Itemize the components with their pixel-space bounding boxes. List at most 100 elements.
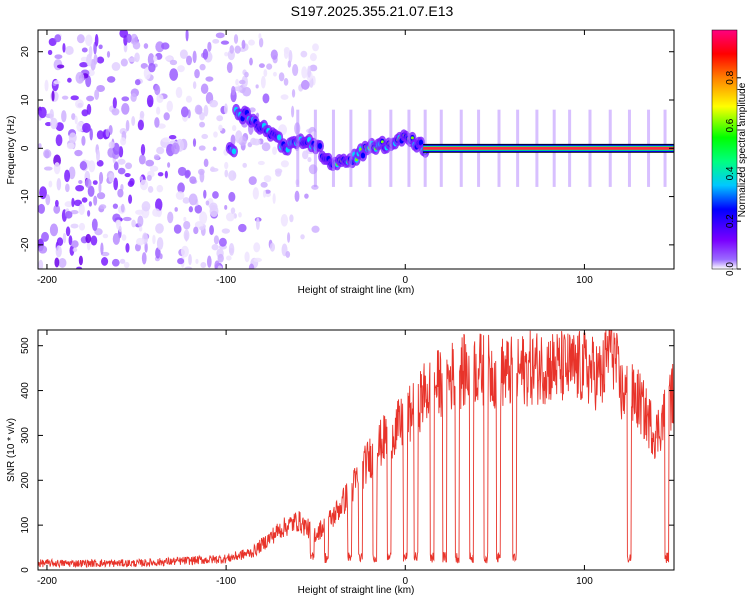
heatmap-cell (185, 95, 193, 103)
heatmap-cell (49, 109, 54, 121)
heatmap-cell (80, 56, 88, 62)
heatmap-cell (43, 166, 53, 171)
heatmap-cell (53, 162, 61, 175)
heatmap-cell (74, 115, 78, 125)
heatmap-cell (258, 63, 265, 68)
heatmap-cell (139, 176, 144, 181)
heatmap-cell (331, 109, 335, 187)
heatmap-cell (199, 63, 206, 71)
heatmap-cell (161, 42, 170, 50)
heatmap-cell (229, 45, 235, 54)
heatmap-cell (62, 232, 67, 244)
heatmap-cell (280, 160, 289, 168)
heatmap-cell (86, 95, 95, 102)
heatmap-cell (70, 95, 79, 101)
heatmap-cell (81, 135, 86, 146)
heatmap-cell (360, 152, 366, 159)
heatmap-cell (79, 161, 88, 171)
heatmap-cell (94, 89, 100, 100)
heatmap-cell (410, 136, 414, 140)
heatmap-cell (145, 159, 155, 167)
heatmap-cell (147, 53, 155, 66)
heatmap-cell (112, 232, 120, 245)
heatmap-cell (152, 208, 161, 217)
heatmap-cell (242, 162, 247, 168)
heatmap-cell (119, 258, 126, 264)
heatmap-cell (163, 112, 170, 121)
heatmap-cell (253, 257, 262, 263)
heatmap-cell (65, 226, 71, 237)
heatmap-cell (249, 107, 256, 113)
heatmap-cell (263, 175, 272, 183)
heatmap-cell (140, 144, 146, 156)
heatmap-cell (62, 42, 66, 53)
heatmap-cell (255, 217, 260, 230)
heatmap-cell (153, 154, 160, 160)
heatmap-cell (225, 212, 235, 222)
x-tick-label: 0 (402, 275, 408, 286)
heatmap-cell (44, 79, 49, 92)
heatmap-cell (192, 81, 197, 89)
heatmap-cell (53, 80, 61, 85)
heatmap-cell (194, 204, 203, 214)
heatmap-cell (252, 187, 259, 200)
heatmap-cell (54, 257, 60, 268)
heatmap-cell (117, 188, 124, 198)
heatmap-cell (175, 191, 185, 200)
heatmap-cell (177, 182, 185, 194)
heatmap-cell (228, 191, 236, 202)
heatmap-cell (407, 109, 411, 187)
heatmap-cell (56, 178, 62, 191)
heatmap-band-core (423, 146, 674, 150)
heatmap-cell (152, 234, 156, 245)
heatmap-cell (255, 84, 259, 89)
heatmap-cell (203, 158, 209, 168)
heatmap-cell (238, 212, 242, 218)
heatmap-cell (94, 34, 99, 47)
heatmap-cell (154, 117, 160, 128)
heatmap-cell (288, 50, 293, 63)
heatmap-cell (309, 53, 317, 62)
heatmap-cell (67, 77, 72, 83)
heatmap-cell (239, 79, 246, 85)
heatmap-cell (180, 106, 189, 118)
x-tick-label: -100 (216, 576, 236, 587)
heatmap-cell (266, 63, 273, 70)
heatmap-cell (101, 257, 109, 266)
heatmap-cell (285, 250, 291, 258)
heatmap-cell (184, 266, 193, 269)
heatmap-cell (73, 199, 83, 207)
heatmap-cell (200, 261, 207, 268)
heatmap-cell (111, 258, 120, 267)
heatmap-cell (75, 71, 85, 84)
heatmap-cell (112, 203, 118, 209)
heatmap-cell (260, 181, 268, 188)
heatmap-cell (182, 197, 190, 204)
heatmap-cell (156, 237, 164, 250)
heatmap-cell (418, 139, 424, 146)
heatmap-cell (269, 242, 276, 252)
heatmap-cell (228, 243, 235, 256)
heatmap-cell (81, 197, 88, 203)
y-tick-label: 20 (20, 46, 31, 58)
heatmap-cell (209, 224, 214, 236)
heatmap-cell (209, 205, 219, 218)
heatmap-cell (161, 137, 171, 143)
heatmap-x-ticks: -200 -100 0 100 (37, 30, 593, 286)
heatmap-cell (139, 110, 145, 119)
heatmap-cell (92, 180, 98, 185)
heatmap-cell (98, 171, 104, 184)
y-tick-label: -20 (20, 237, 31, 252)
heatmap-cell (146, 94, 154, 108)
heatmap-cell (205, 200, 210, 206)
heatmap-cell (164, 170, 168, 179)
heatmap-cell (65, 183, 70, 193)
heatmap-cell (79, 62, 89, 68)
heatmap-cell (272, 71, 277, 77)
heatmap-cell (291, 105, 295, 118)
heatmap-cell (258, 33, 262, 40)
heatmap-cell (349, 109, 353, 187)
heatmap-cell (157, 123, 166, 129)
